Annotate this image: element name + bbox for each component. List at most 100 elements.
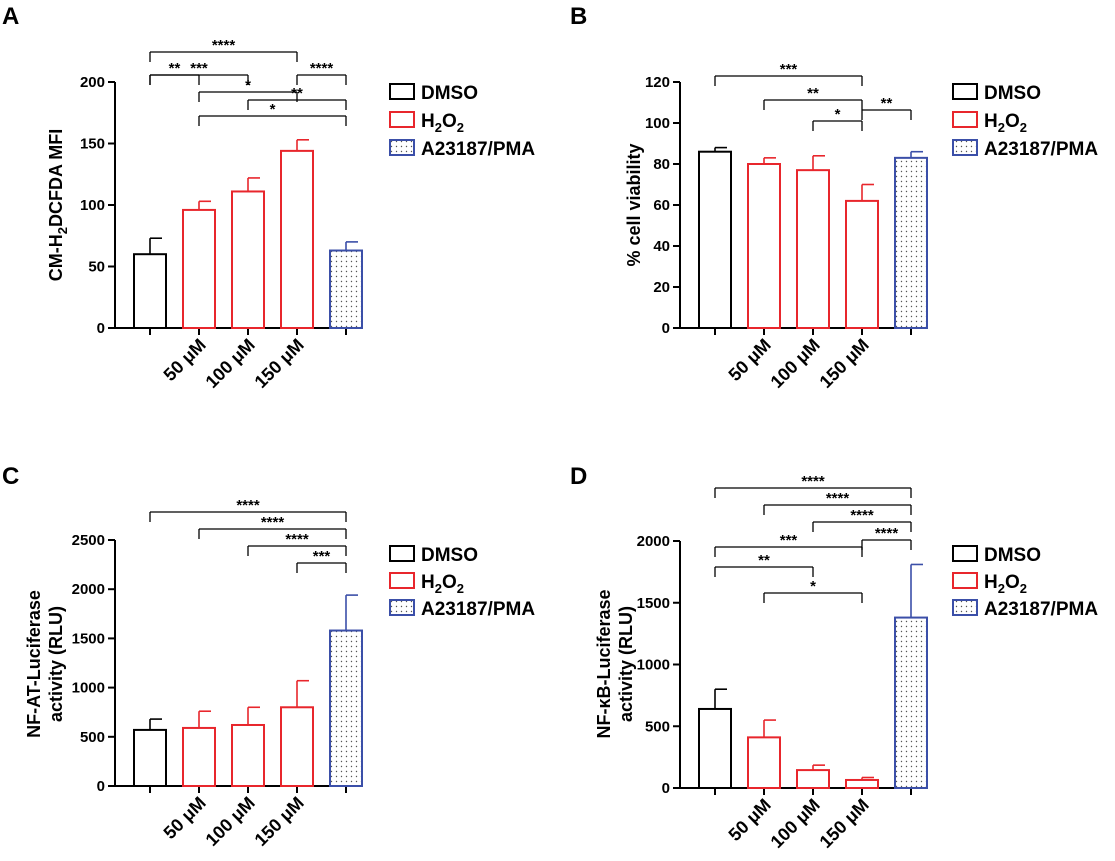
legend-swatch-a23187 — [952, 599, 978, 616]
legend-d: DMSO H2O2 A23187/PMA — [952, 545, 1098, 620]
y-tick-label: 60 — [653, 197, 670, 214]
sig-label: ** — [758, 552, 770, 569]
x-tick-label: 150 μM — [251, 793, 308, 850]
y-tick-label: 0 — [97, 778, 105, 795]
y-axis-label: CM-H2DCFDA MFI — [46, 129, 70, 282]
bar — [747, 163, 781, 329]
y-tick-label: 2000 — [637, 533, 670, 550]
sig-label: * — [270, 101, 276, 118]
y-tick-label: 1000 — [72, 680, 105, 697]
legend-label-a23187: A23187/PMA — [984, 139, 1098, 160]
y-tick-label: 100 — [80, 197, 105, 214]
bar — [845, 778, 879, 789]
legend-swatch-h2o2 — [952, 572, 978, 589]
y-tick-label: 1000 — [637, 657, 670, 674]
bar — [796, 769, 830, 790]
x-tick-label: 150 μM — [251, 335, 308, 392]
bar — [182, 726, 216, 787]
bar — [698, 707, 732, 790]
sig-label: * — [245, 77, 251, 94]
panel-letter-a: A — [2, 3, 19, 30]
legend-b: DMSO H2O2 A23187/PMA — [952, 83, 1098, 160]
y-tick-label: 50 — [88, 259, 105, 276]
legend-label-dmso: DMSO — [984, 83, 1041, 104]
bar — [231, 190, 265, 329]
legend-label-dmso: DMSO — [421, 545, 478, 566]
y-tick-label: 40 — [653, 238, 670, 255]
y-axis-label: % cell viability — [624, 143, 644, 266]
legend-swatch-a23187 — [952, 139, 978, 156]
y-tick-label: 1500 — [637, 595, 670, 612]
sig-label: *** — [190, 60, 208, 77]
legend-c: DMSO H2O2 A23187/PMA — [389, 545, 535, 620]
y-tick-label: 20 — [653, 279, 670, 296]
y-tick-label: 100 — [645, 115, 670, 132]
sig-label: **** — [826, 490, 850, 507]
x-tick-label: 100 μM — [202, 793, 259, 850]
y-tick-label: 120 — [645, 74, 670, 91]
sig-label: **** — [285, 531, 309, 548]
legend-label-h2o2: H2O2 — [984, 111, 1027, 135]
legend-label-a23187: A23187/PMA — [421, 139, 535, 160]
bar — [280, 706, 314, 788]
legend-swatch-a23187 — [389, 139, 415, 156]
y-tick-label: 0 — [662, 780, 670, 797]
legend-label-h2o2: H2O2 — [984, 572, 1027, 596]
legend-swatch-h2o2 — [389, 572, 415, 589]
sig-label: ** — [169, 60, 181, 77]
sig-label: ** — [291, 85, 303, 102]
y-tick-label: 1500 — [72, 630, 105, 647]
legend-label-dmso: DMSO — [984, 545, 1041, 566]
sig-label: **** — [850, 507, 874, 524]
panel-letter-c: C — [2, 463, 19, 490]
sig-label: *** — [780, 61, 798, 78]
sig-label: *** — [780, 532, 798, 549]
y-tick-label: 2000 — [72, 581, 105, 598]
legend-label-dmso: DMSO — [421, 83, 478, 104]
sig-label: ** — [881, 95, 893, 112]
bar — [796, 169, 830, 329]
y-axis-label: NF-κB-Luciferase activity (RLU) — [594, 589, 636, 738]
legend-label-h2o2: H2O2 — [421, 111, 464, 135]
sig-label: * — [835, 106, 841, 123]
sig-label: *** — [313, 548, 331, 565]
bar — [845, 199, 879, 329]
y-tick-label: 0 — [662, 320, 670, 337]
legend-a: DMSO H2O2 A23187/PMA — [389, 83, 535, 160]
legend-swatch-h2o2 — [952, 111, 978, 128]
bar — [329, 629, 363, 788]
bar — [894, 156, 928, 329]
legend-swatch-h2o2 — [389, 111, 415, 128]
legend-label-a23187: A23187/PMA — [984, 599, 1098, 620]
x-tick-label: 100 μM — [767, 795, 824, 852]
x-tick-label: 150 μM — [816, 335, 873, 392]
bar — [698, 150, 732, 329]
bar — [133, 728, 167, 787]
panel-letter-d: D — [570, 463, 587, 490]
bar — [280, 149, 314, 329]
legend-label-h2o2: H2O2 — [421, 572, 464, 596]
y-tick-label: 150 — [80, 136, 105, 153]
sig-label: **** — [261, 514, 285, 531]
y-tick-label: 80 — [653, 156, 670, 173]
y-tick-label: 200 — [80, 74, 105, 91]
sig-label: **** — [236, 497, 260, 514]
legend-label-a23187: A23187/PMA — [421, 599, 535, 620]
legend-swatch-dmso — [952, 545, 978, 562]
sig-label: **** — [310, 60, 334, 77]
bar — [894, 616, 928, 789]
bar — [329, 249, 363, 329]
legend-swatch-dmso — [389, 545, 415, 562]
bar — [747, 736, 781, 789]
x-tick-label: 100 μM — [202, 335, 259, 392]
x-tick-label: 150 μM — [816, 795, 873, 852]
sig-label: **** — [875, 525, 899, 542]
sig-label: * — [810, 578, 816, 595]
y-axis-label: NF-AT-Luciferase activity (RLU) — [24, 590, 66, 738]
y-tick-label: 500 — [645, 718, 670, 735]
